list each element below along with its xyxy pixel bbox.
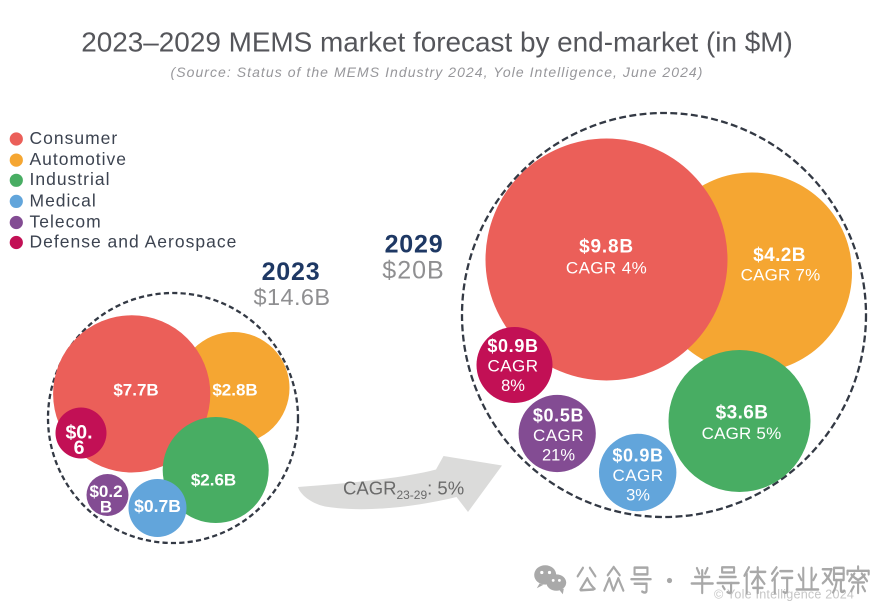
svg-text:B: B [100, 498, 112, 517]
svg-text:6: 6 [74, 437, 85, 459]
svg-text:$4.2B: $4.2B [753, 245, 806, 266]
svg-text:$0.9B: $0.9B [487, 336, 538, 356]
svg-text:3%: 3% [626, 487, 650, 505]
svg-text:2023–2029 MEMS market forecast: 2023–2029 MEMS market forecast by end-ma… [81, 26, 793, 57]
svg-text:$7.7B: $7.7B [113, 381, 158, 400]
svg-text:Defense and Aerospace: Defense and Aerospace [30, 231, 238, 251]
svg-text:8%: 8% [501, 377, 525, 395]
svg-text:$9.8B: $9.8B [579, 237, 634, 258]
svg-text:$0.7B: $0.7B [134, 496, 181, 516]
svg-text:$2.8B: $2.8B [212, 381, 257, 400]
svg-text:$14.6B: $14.6B [254, 284, 331, 310]
svg-text:$0.: $0. [65, 422, 92, 444]
svg-text:Automotive: Automotive [30, 149, 128, 169]
svg-text:Industrial: Industrial [30, 169, 111, 189]
svg-text:Telecom: Telecom [30, 211, 102, 231]
svg-text:CAGR 5%: CAGR 5% [702, 424, 782, 443]
svg-text:CAGR 7%: CAGR 7% [741, 266, 821, 285]
svg-text:$20B: $20B [382, 257, 444, 285]
svg-text:© Yole Intelligence 2024: © Yole Intelligence 2024 [714, 588, 854, 602]
svg-text:2023: 2023 [262, 258, 321, 286]
svg-text:2029: 2029 [385, 231, 444, 259]
svg-text:Consumer: Consumer [30, 128, 119, 148]
svg-text:CAGR: CAGR [488, 357, 539, 376]
svg-text:CAGR 4%: CAGR 4% [566, 258, 647, 277]
svg-text:(Source: Status of the MEMS In: (Source: Status of the MEMS Industry 202… [171, 64, 704, 80]
svg-text:$0.9B: $0.9B [612, 446, 663, 466]
svg-text:CAGR: CAGR [533, 426, 584, 445]
svg-text:21%: 21% [542, 447, 575, 465]
svg-text:CAGR: CAGR [613, 466, 664, 485]
svg-text:$0.5B: $0.5B [533, 406, 584, 426]
svg-text:$2.6B: $2.6B [191, 471, 236, 490]
svg-text:$0.2: $0.2 [89, 482, 122, 501]
svg-text:Medical: Medical [30, 190, 97, 210]
svg-text:$3.6B: $3.6B [716, 403, 769, 424]
